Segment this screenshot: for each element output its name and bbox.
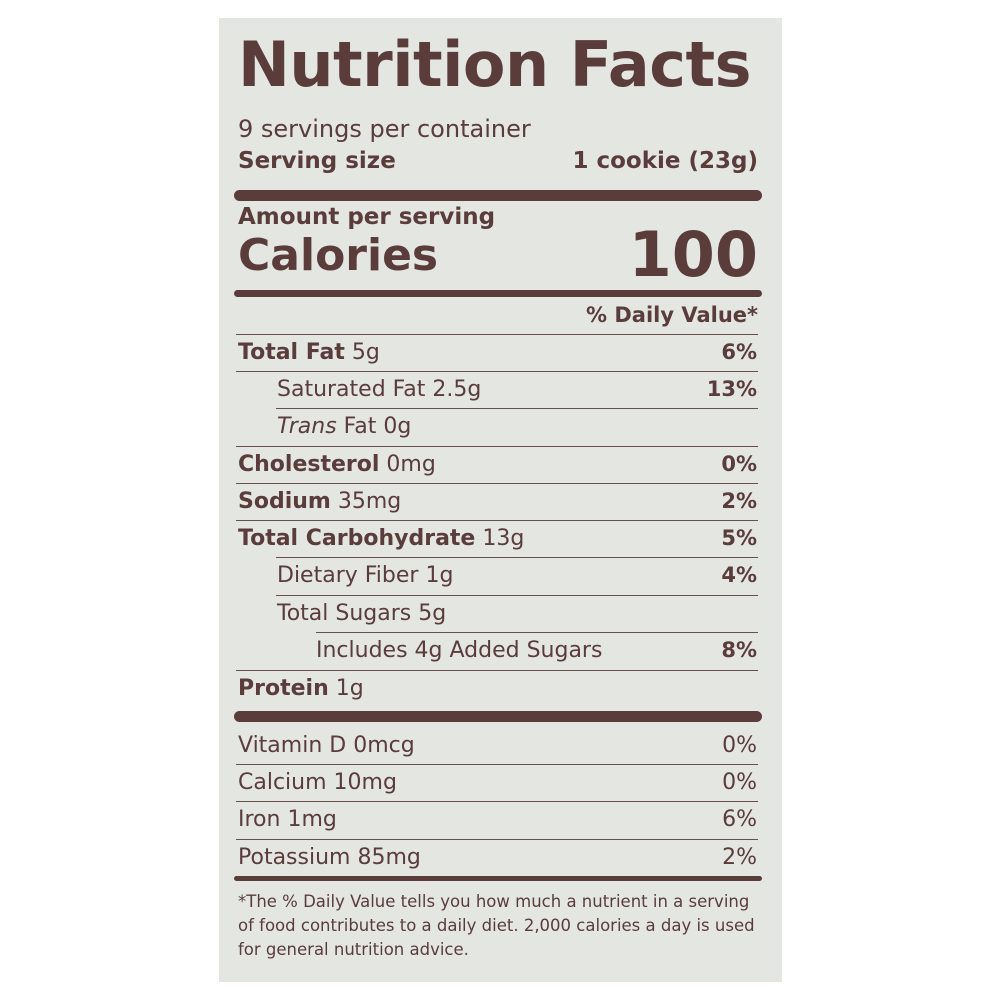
- nutrient-row-protein: Protein 1g: [0, 670, 1000, 707]
- nutrient-name: Total Fat: [238, 340, 345, 365]
- vitamin-text: Potassium 85mg: [238, 845, 421, 870]
- vitamin-row-iron: Iron 1mg 6%: [0, 801, 1000, 838]
- row-divider: [236, 483, 758, 484]
- nutrient-row-added-sugars: Includes 4g Added Sugars 8%: [0, 632, 1000, 669]
- nutrient-amount: 0g: [383, 414, 412, 439]
- vitamin-text: Calcium 10mg: [238, 770, 397, 795]
- calories-label: Calories: [238, 230, 439, 281]
- nutrient-name: Includes 4g Added Sugars: [316, 638, 603, 663]
- vitamin-dv: 0%: [722, 770, 757, 795]
- nutrient-row-total-carbohydrate: Total Carbohydrate 13g 5%: [0, 520, 1000, 557]
- row-divider: [276, 557, 758, 558]
- daily-value-header: % Daily Value*: [586, 303, 758, 327]
- vitamin-row-potassium: Potassium 85mg 2%: [0, 839, 1000, 876]
- serving-size-value: 1 cookie (23g): [572, 148, 758, 174]
- nutrient-name: Trans: [277, 414, 337, 439]
- row-divider: [236, 334, 758, 335]
- row-divider: [316, 632, 758, 633]
- footnote: *The % Daily Value tells you how much a …: [238, 892, 755, 959]
- row-divider: [236, 839, 758, 840]
- thick-divider-top: [234, 190, 762, 201]
- vitamin-dv: 2%: [722, 845, 757, 870]
- row-divider: [236, 446, 758, 447]
- nutrient-dv: 0%: [721, 452, 757, 476]
- nutrient-row-total-fat: Total Fat 5g 6%: [0, 334, 1000, 371]
- row-divider: [236, 764, 758, 765]
- vitamin-text: Vitamin D 0mcg: [238, 733, 415, 758]
- nutrient-name-rest: Fat: [343, 414, 377, 439]
- nutrient-row-cholesterol: Cholesterol 0mg 0%: [0, 446, 1000, 483]
- nutrient-dv: 13%: [706, 377, 757, 401]
- nutrient-amount: 13g: [482, 526, 525, 551]
- servings-per-container: 9 servings per container: [238, 115, 531, 143]
- nutrient-dv: 8%: [721, 638, 757, 662]
- nutrient-dv: 5%: [721, 526, 757, 550]
- nutrient-dv: 2%: [721, 489, 757, 513]
- amount-per-serving: Amount per serving: [238, 204, 496, 230]
- nutrient-name: Dietary Fiber: [277, 563, 419, 588]
- nutrient-name: Total Sugars: [277, 601, 412, 626]
- nutrient-amount: 1g: [425, 563, 454, 588]
- calories-value: 100: [628, 218, 758, 291]
- row-divider: [276, 595, 758, 596]
- vitamin-text: Iron 1mg: [238, 807, 337, 832]
- nutrient-amount: 35mg: [337, 489, 402, 514]
- row-divider: [276, 408, 758, 409]
- nutrient-amount: 1g: [335, 676, 364, 701]
- row-divider: [236, 520, 758, 521]
- serving-size-label: Serving size: [238, 148, 396, 174]
- nutrient-row-total-sugars: Total Sugars 5g: [0, 595, 1000, 632]
- nutrient-amount: 0mg: [386, 452, 436, 477]
- nutrient-row-sodium: Sodium 35mg 2%: [0, 483, 1000, 520]
- nutrient-row-saturated-fat: Saturated Fat 2.5g 13%: [0, 371, 1000, 408]
- vitamin-row-vitamin-d: Vitamin D 0mcg 0%: [0, 727, 1000, 764]
- label-title: Nutrition Facts: [238, 28, 752, 101]
- nutrient-row-dietary-fiber: Dietary Fiber 1g 4%: [0, 557, 1000, 594]
- row-divider: [236, 371, 758, 372]
- nutrient-name: Saturated Fat: [277, 377, 426, 402]
- vitamin-row-calcium: Calcium 10mg 0%: [0, 764, 1000, 801]
- nutrient-name: Sodium: [238, 489, 331, 514]
- nutrient-amount: 2.5g: [432, 377, 482, 402]
- row-divider: [236, 670, 758, 671]
- nutrient-name: Protein: [238, 676, 329, 701]
- nutrient-amount: 5g: [351, 340, 380, 365]
- nutrient-amount: 5g: [418, 601, 447, 626]
- nutrient-row-trans-fat: Trans Fat 0g: [0, 408, 1000, 445]
- vitamin-dv: 0%: [722, 733, 757, 758]
- footnote-divider: [234, 876, 762, 881]
- vitamin-dv: 6%: [722, 807, 757, 832]
- medium-divider: [234, 290, 762, 297]
- row-divider: [236, 801, 758, 802]
- nutrient-name: Cholesterol: [238, 452, 380, 477]
- nutrient-dv: 6%: [721, 340, 757, 364]
- thick-divider-bottom: [234, 711, 762, 722]
- nutrient-name: Total Carbohydrate: [238, 526, 476, 551]
- nutrient-dv: 4%: [721, 563, 757, 587]
- nutrition-label-panel: [219, 18, 782, 982]
